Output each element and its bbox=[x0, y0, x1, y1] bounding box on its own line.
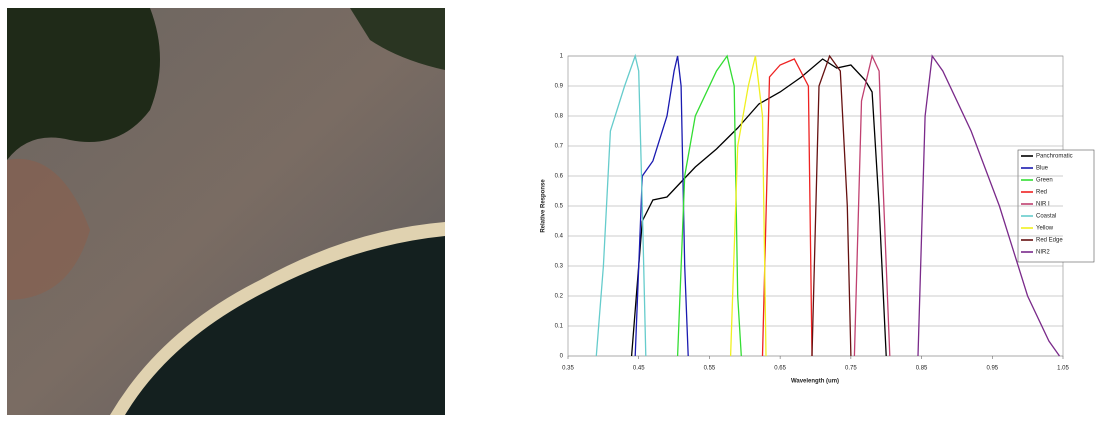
satellite-image bbox=[7, 8, 445, 415]
legend-label: Coastal bbox=[1036, 214, 1056, 220]
y-tick-label: 0.6 bbox=[555, 174, 564, 180]
y-tick-label: 0.1 bbox=[555, 324, 564, 330]
series-line bbox=[595, 53, 647, 357]
legend-label: Blue bbox=[1036, 166, 1049, 172]
legend-label: Red bbox=[1036, 190, 1047, 196]
x-tick-label: 0.35 bbox=[562, 366, 574, 372]
y-tick-label: 0.7 bbox=[555, 144, 564, 150]
series-line bbox=[630, 58, 887, 357]
y-tick-label: 0.3 bbox=[555, 264, 564, 270]
y-tick-label: 0.5 bbox=[555, 204, 564, 210]
series-line bbox=[676, 54, 742, 357]
series-line bbox=[917, 54, 1061, 357]
x-tick-label: 0.65 bbox=[774, 366, 786, 372]
x-tick-label: 0.95 bbox=[986, 366, 998, 372]
legend-label: NIR2 bbox=[1036, 250, 1050, 256]
legend-label: NIR I bbox=[1036, 202, 1050, 208]
y-tick-label: 0.8 bbox=[555, 114, 564, 120]
series-line bbox=[761, 58, 813, 357]
legend-label: Panchromatic bbox=[1036, 154, 1073, 160]
series-line bbox=[853, 54, 891, 357]
x-tick-label: 0.55 bbox=[704, 366, 716, 372]
series-line bbox=[811, 54, 852, 357]
x-tick-label: 0.85 bbox=[916, 366, 928, 372]
legend-label: Red Edge bbox=[1036, 238, 1063, 244]
y-tick-label: 0.4 bbox=[555, 234, 564, 240]
y-axis-label: Relative Response bbox=[541, 179, 547, 233]
x-axis-label: Wavelength (um) bbox=[791, 379, 839, 385]
legend-label: Yellow bbox=[1036, 226, 1054, 232]
series-line bbox=[729, 55, 767, 357]
x-tick-label: 1.05 bbox=[1057, 366, 1069, 372]
y-tick-label: 0.2 bbox=[555, 294, 564, 300]
x-tick-label: 0.45 bbox=[633, 366, 645, 372]
x-tick-label: 0.75 bbox=[845, 366, 857, 372]
y-tick-label: 1 bbox=[560, 54, 564, 60]
y-tick-label: 0 bbox=[560, 354, 564, 360]
legend-label: Green bbox=[1036, 178, 1053, 184]
y-tick-label: 0.9 bbox=[555, 84, 564, 90]
